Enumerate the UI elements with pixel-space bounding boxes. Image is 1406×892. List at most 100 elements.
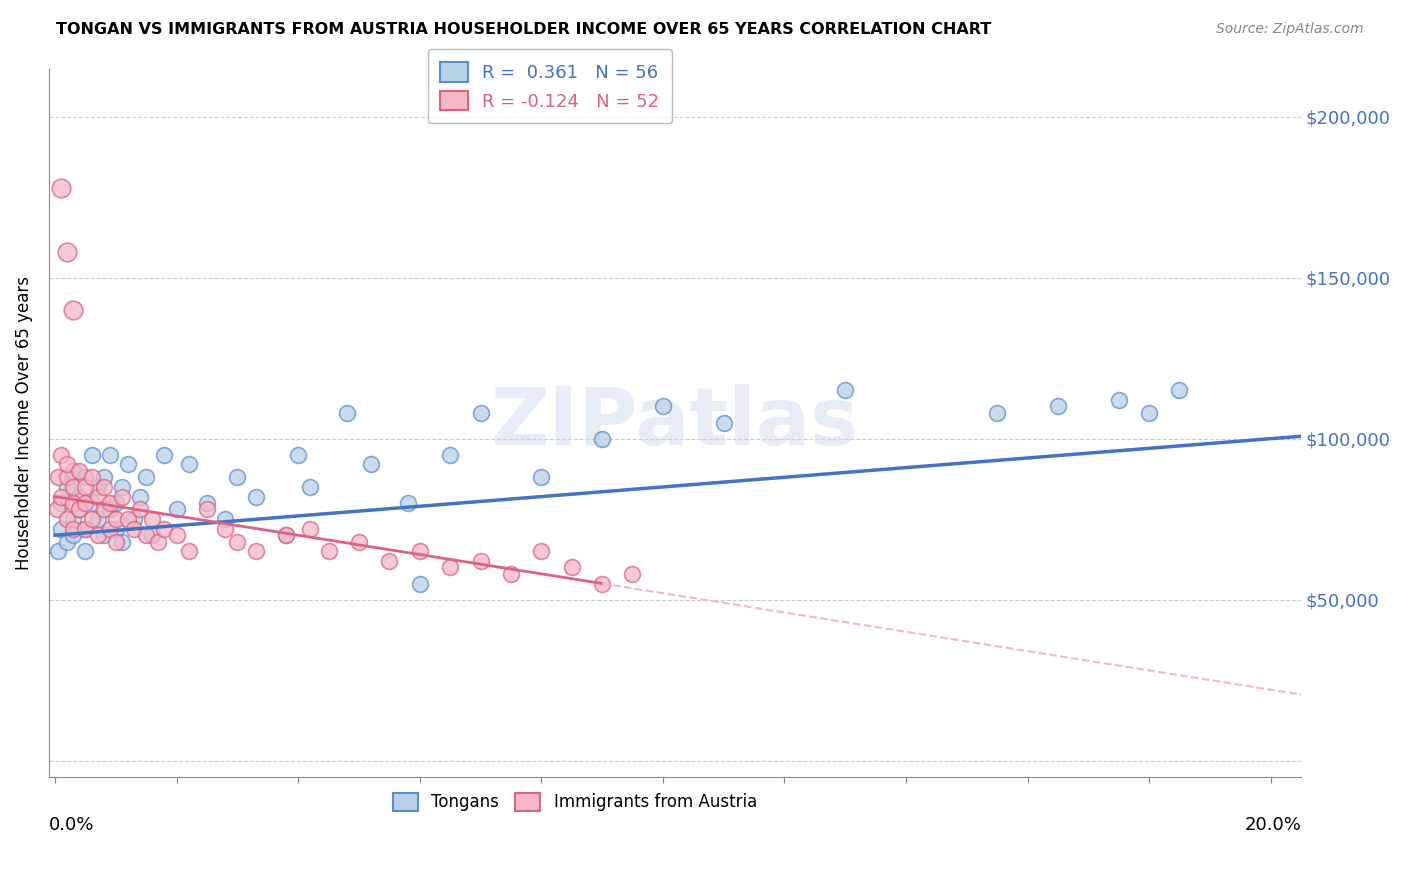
Point [195, 496, 218, 510]
Point [117, 512, 139, 526]
Point [104, 522, 127, 536]
Point [98, 502, 121, 516]
Point [62, 302, 84, 317]
Point [274, 528, 297, 542]
Point [104, 534, 127, 549]
Point [62, 480, 84, 494]
Point [104, 496, 127, 510]
Point [561, 560, 583, 574]
Point [93, 502, 115, 516]
Point [195, 502, 218, 516]
Point [67, 464, 90, 478]
Point [86, 528, 108, 542]
Point [62, 496, 84, 510]
Point [75, 544, 97, 558]
Point [1137, 406, 1160, 420]
Legend: Tongans, Immigrants from Austria: Tongans, Immigrants from Austria [385, 786, 763, 818]
Point [409, 576, 432, 591]
Point [299, 522, 322, 536]
Point [409, 544, 432, 558]
Point [148, 534, 170, 549]
Point [80, 448, 103, 462]
Point [75, 480, 97, 494]
Point [591, 432, 613, 446]
Point [56, 480, 79, 494]
Point [75, 522, 97, 536]
Point [245, 544, 267, 558]
Point [67, 502, 90, 516]
Point [45, 502, 67, 516]
Point [80, 496, 103, 510]
Point [360, 458, 382, 472]
Point [67, 490, 90, 504]
Point [49, 180, 72, 194]
Point [1046, 400, 1069, 414]
Text: ZIPatlas: ZIPatlas [491, 384, 859, 461]
Point [135, 528, 157, 542]
Point [245, 490, 267, 504]
Point [274, 528, 297, 542]
Point [93, 470, 115, 484]
Point [111, 480, 134, 494]
Point [439, 560, 461, 574]
Point [80, 512, 103, 526]
Point [62, 512, 84, 526]
Point [98, 496, 121, 510]
Point [49, 522, 72, 536]
Point [135, 470, 157, 484]
Point [98, 522, 121, 536]
Point [56, 458, 79, 472]
Point [336, 406, 359, 420]
Point [530, 470, 553, 484]
Point [214, 522, 236, 536]
Point [177, 544, 200, 558]
Point [591, 576, 613, 591]
Point [49, 490, 72, 504]
Point [396, 496, 419, 510]
Point [56, 470, 79, 484]
Point [499, 566, 522, 581]
Point [226, 534, 249, 549]
Point [287, 448, 309, 462]
Point [986, 406, 1008, 420]
Point [56, 244, 79, 259]
Text: Source: ZipAtlas.com: Source: ZipAtlas.com [1216, 22, 1364, 37]
Text: 0.0%: 0.0% [49, 815, 94, 833]
Point [62, 464, 84, 478]
Point [104, 512, 127, 526]
Point [122, 512, 145, 526]
Text: TONGAN VS IMMIGRANTS FROM AUSTRIA HOUSEHOLDER INCOME OVER 65 YEARS CORRELATION C: TONGAN VS IMMIGRANTS FROM AUSTRIA HOUSEH… [56, 22, 991, 37]
Point [834, 384, 856, 398]
Point [318, 544, 340, 558]
Point [86, 512, 108, 526]
Point [214, 512, 236, 526]
Point [1108, 392, 1130, 407]
Point [141, 528, 163, 542]
Point [62, 522, 84, 536]
Point [299, 480, 322, 494]
Point [530, 544, 553, 558]
Point [226, 470, 249, 484]
Point [117, 458, 139, 472]
Point [1168, 384, 1191, 398]
Point [75, 470, 97, 484]
Point [62, 528, 84, 542]
Point [67, 502, 90, 516]
Point [153, 522, 176, 536]
Point [621, 566, 644, 581]
Point [378, 554, 401, 568]
Point [122, 522, 145, 536]
Text: 20.0%: 20.0% [1244, 815, 1301, 833]
Point [166, 528, 188, 542]
Point [651, 400, 673, 414]
Point [177, 458, 200, 472]
Point [86, 480, 108, 494]
Point [129, 490, 152, 504]
Point [56, 534, 79, 549]
Point [46, 544, 69, 558]
Point [111, 490, 134, 504]
Point [129, 502, 152, 516]
Y-axis label: Householder Income Over 65 years: Householder Income Over 65 years [15, 276, 32, 570]
Point [439, 448, 461, 462]
Point [166, 502, 188, 516]
